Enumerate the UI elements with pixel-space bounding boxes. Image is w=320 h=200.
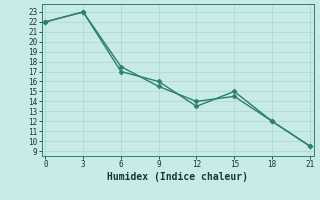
X-axis label: Humidex (Indice chaleur): Humidex (Indice chaleur) bbox=[107, 172, 248, 182]
